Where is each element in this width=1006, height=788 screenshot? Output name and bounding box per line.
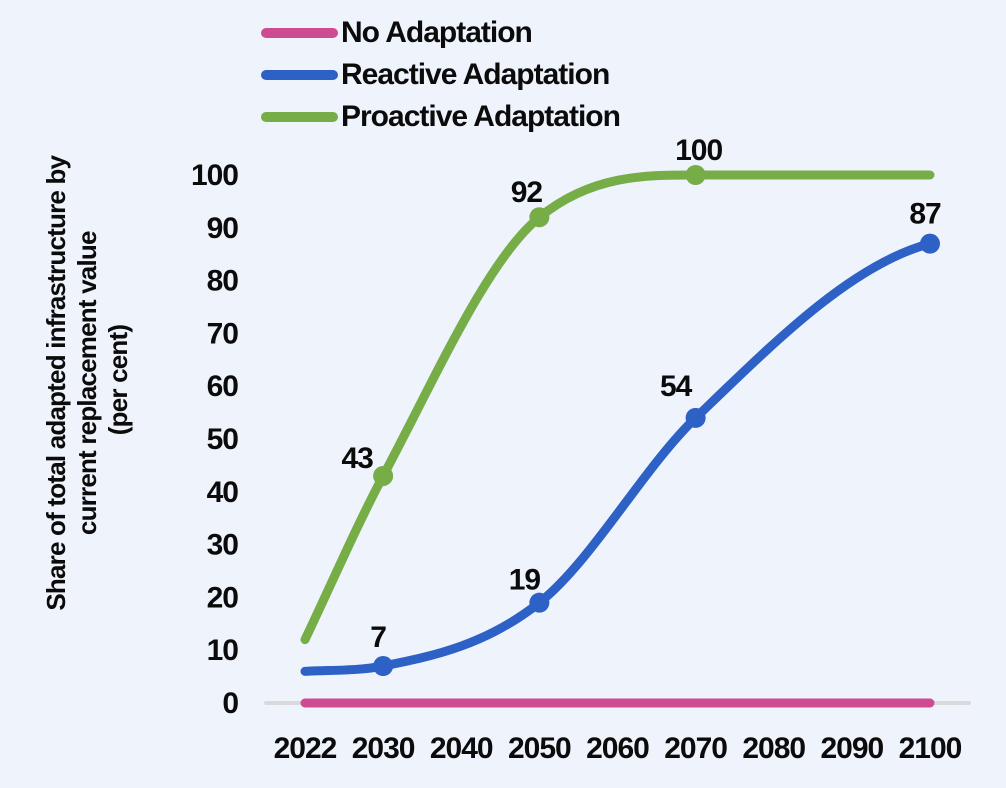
y-axis-title: Share of total adapted infrastructure by… (41, 149, 133, 610)
data-point-label-proactive-adaptation-2030: 43 (341, 442, 373, 475)
proactive-adaptation-swatch-icon (261, 112, 338, 122)
data-point-marker-proactive-adaptation-2070 (685, 165, 706, 185)
legend-item-reactive-adaptation: Reactive Adaptation (261, 54, 620, 96)
data-point-marker-proactive-adaptation-2030 (373, 465, 394, 486)
reactive-adaptation-swatch-icon (261, 70, 338, 80)
legend-item-proactive-adaptation: Proactive Adaptation (261, 96, 621, 138)
no-adaptation-swatch-icon (261, 28, 338, 38)
marker-layer (373, 165, 940, 677)
series-line-proactive-adaptation (300, 170, 935, 645)
y-tick-label: 50 (207, 423, 239, 456)
x-tick-label: 2060 (586, 732, 649, 765)
data-point-label-reactive-adaptation-2070: 54 (660, 370, 693, 403)
data-point-marker-reactive-adaptation-2050 (529, 592, 550, 613)
data-point-marker-reactive-adaptation-2070 (685, 407, 706, 428)
legend: No Adaptation Reactive Adaptation Proact… (261, 12, 621, 138)
legend-label: No Adaptation (341, 16, 533, 49)
series-layer (300, 170, 935, 708)
data-point-label-reactive-adaptation-2050: 19 (509, 564, 541, 597)
data-point-marker-reactive-adaptation-2100 (920, 233, 940, 254)
data-point-label-reactive-adaptation-2030: 7 (370, 621, 386, 654)
y-tick-label: 70 (207, 317, 239, 350)
legend-item-no-adaptation: No Adaptation (261, 12, 620, 54)
data-point-label-proactive-adaptation-2070: 100 (675, 134, 722, 167)
y-tick-label: 40 (207, 476, 239, 509)
y-tick-label: 0 (222, 687, 238, 720)
series-line-reactive-adaptation (300, 239, 935, 676)
y-tick-label: 60 (207, 370, 239, 403)
legend-label: Reactive Adaptation (341, 58, 610, 91)
data-point-marker-proactive-adaptation-2050 (529, 207, 550, 228)
x-tick-label: 2022 (274, 732, 337, 765)
y-tick-label: 20 (207, 581, 239, 614)
data-point-label-reactive-adaptation-2100: 87 (909, 198, 941, 231)
data-label-layer: 7 19 54 87 43 92 100 (341, 134, 942, 654)
x-tick-label: 2100 (899, 732, 962, 765)
x-tick-label: 2030 (352, 732, 415, 765)
y-tick-label: 30 (207, 529, 239, 562)
x-tick-label: 2040 (430, 732, 493, 765)
legend-label: Proactive Adaptation (341, 100, 621, 133)
x-tick-label: 2090 (821, 732, 884, 765)
data-point-label-proactive-adaptation-2050: 92 (511, 176, 543, 209)
y-tick-label: 80 (207, 265, 239, 298)
y-tick-label: 90 (207, 212, 239, 245)
y-tick-label: 100 (191, 159, 238, 192)
y-tick-label: 10 (207, 634, 239, 667)
data-point-marker-reactive-adaptation-2030 (373, 656, 394, 677)
x-tick-label: 2080 (742, 732, 805, 765)
x-tick-label: 2050 (508, 732, 571, 765)
x-tick-label: 2070 (664, 732, 727, 765)
